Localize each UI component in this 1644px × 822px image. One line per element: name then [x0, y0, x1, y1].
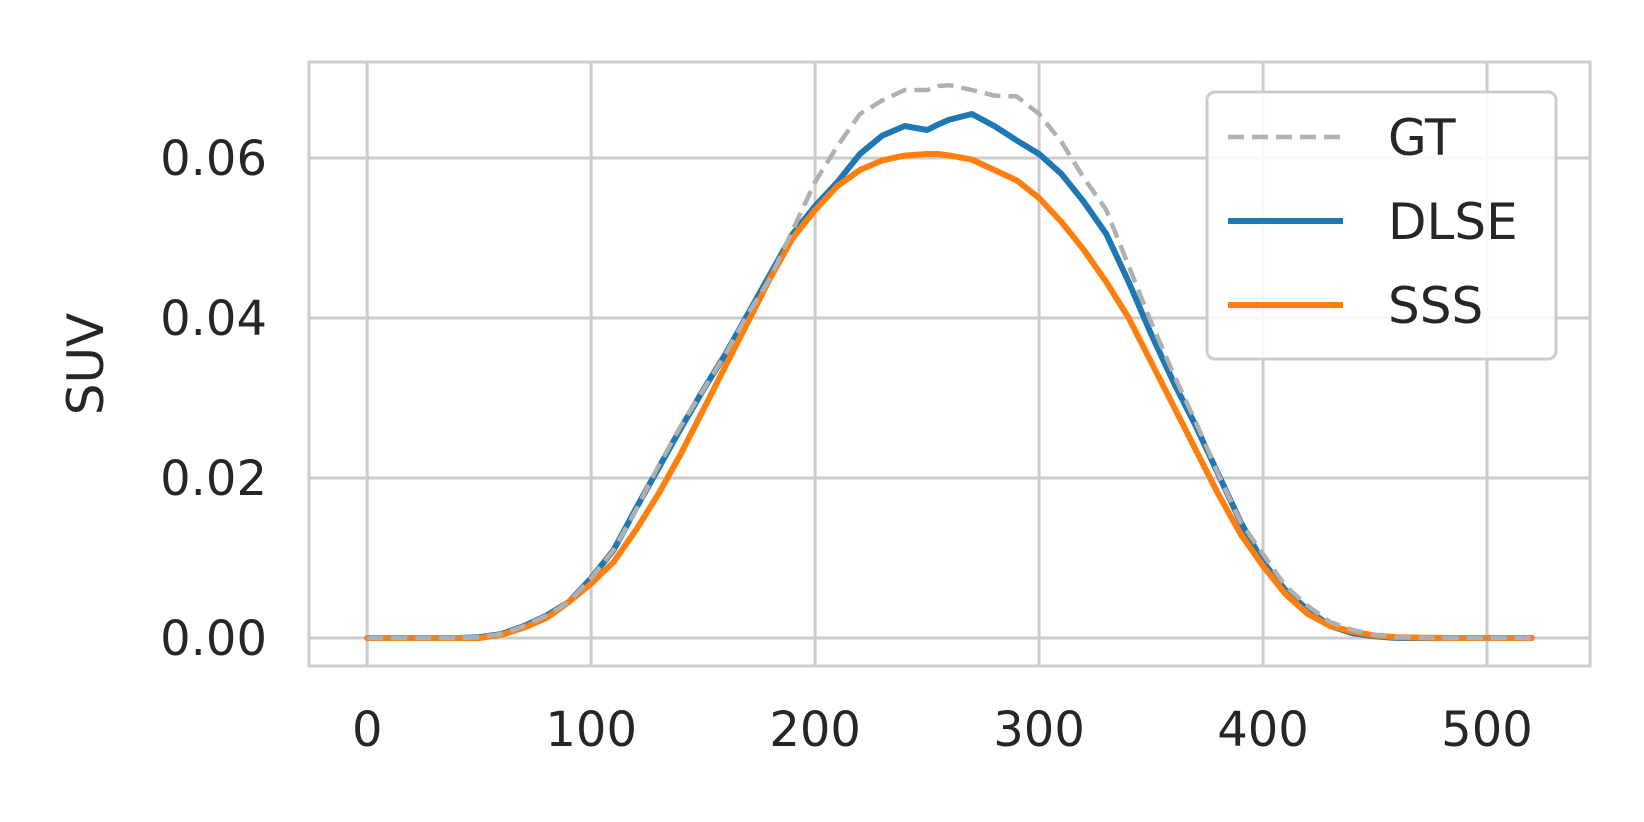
x-tick-label: 500: [1441, 702, 1533, 758]
legend-label: SSS: [1388, 277, 1483, 335]
x-tick-label: 200: [769, 702, 861, 758]
y-tick-label: 0.06: [160, 131, 267, 187]
series-line-sss: [364, 151, 1535, 641]
legend-box: [1205, 90, 1558, 361]
legend-label: DLSE: [1388, 193, 1518, 251]
legend-label: GT: [1388, 109, 1456, 167]
legend: GT DLSE SSS: [1205, 90, 1558, 361]
y-tick-label: 0.02: [160, 451, 267, 507]
y-tick-label: 0.00: [160, 611, 267, 667]
series-lines: [364, 82, 1535, 641]
plot-frame: [307, 60, 1592, 668]
x-tick-label: 0: [352, 702, 383, 758]
y-axis-label: SUV: [57, 313, 115, 416]
x-tick-label: 100: [545, 702, 637, 758]
tick-labels: 0 100 200 300 400 500 0.00 0.02 0.04 0.06: [160, 131, 1533, 758]
x-tick-label: 300: [993, 702, 1085, 758]
y-tick-label: 0.04: [160, 291, 267, 347]
x-tick-label: 400: [1217, 702, 1309, 758]
series-line-gt: [367, 82, 1532, 641]
